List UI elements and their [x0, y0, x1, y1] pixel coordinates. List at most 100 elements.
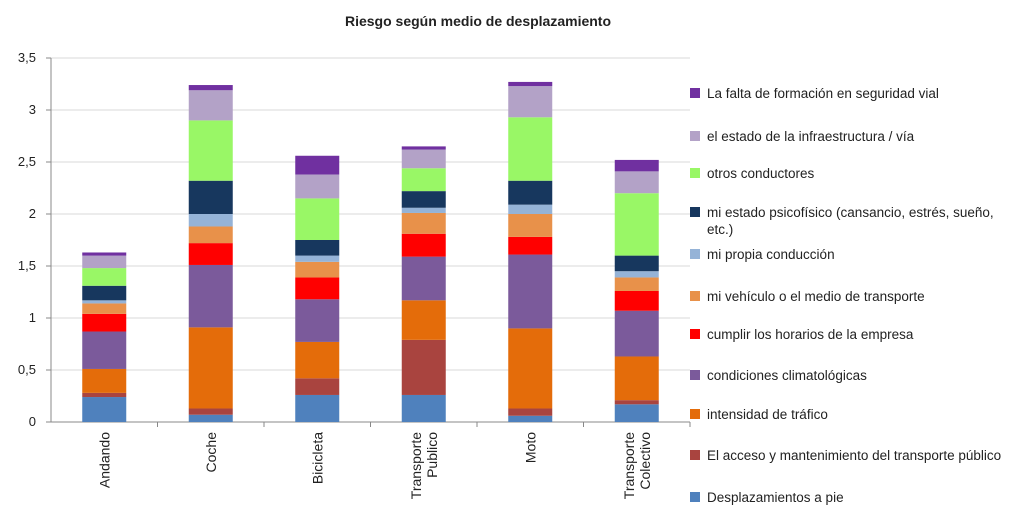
legend-label: mi vehículo o el medio de transporte	[707, 289, 925, 304]
bar-segment	[295, 240, 340, 256]
bar-segment	[401, 339, 446, 395]
bar-segment	[401, 256, 446, 301]
legend-label: El acceso y mantenimiento del transporte…	[707, 448, 1002, 463]
bar-segment	[188, 243, 233, 265]
bar-segment	[508, 408, 553, 416]
x-tick-label: TransportePublico	[408, 432, 440, 499]
y-tick-label: 2	[29, 206, 36, 221]
legend-label: mi estado psicofísico (cansancio, estrés…	[707, 205, 994, 237]
bar-segment	[508, 81, 553, 87]
legend-item: cumplir los horarios de la empresa	[690, 326, 1008, 343]
bar-segment	[614, 404, 659, 422]
legend-label: Desplazamientos a pie	[707, 490, 844, 505]
bar-segment	[82, 285, 127, 301]
bar-segment	[188, 408, 233, 415]
bar-segment	[82, 331, 127, 369]
bar-segment	[82, 252, 127, 256]
bar-segment	[188, 180, 233, 214]
bar-segment	[295, 198, 340, 240]
bar-segment	[614, 290, 659, 311]
bar-segment	[295, 174, 340, 199]
bar-segment	[614, 171, 659, 194]
bar-segment	[508, 328, 553, 409]
y-tick-label: 1,5	[18, 258, 36, 273]
bar-segment	[295, 277, 340, 300]
legend-item: Desplazamientos a pie	[690, 489, 1008, 506]
legend-swatch	[690, 492, 700, 502]
bar-segment	[401, 146, 446, 150]
bar-segment	[508, 236, 553, 255]
bar-segment	[508, 415, 553, 422]
legend-item: mi estado psicofísico (cansancio, estrés…	[690, 204, 1008, 238]
bar-segment	[401, 233, 446, 257]
legend-swatch	[690, 291, 700, 301]
bar-segment	[508, 86, 553, 118]
legend-item: otros conductores	[690, 165, 1008, 182]
legend-swatch	[690, 168, 700, 178]
bar-segment	[295, 394, 340, 422]
legend-item: El acceso y mantenimiento del transporte…	[690, 447, 1008, 464]
y-tick-label: 1	[29, 310, 36, 325]
bar-segment	[508, 214, 553, 237]
legend-swatch	[690, 88, 700, 98]
y-tick-label: 3	[29, 102, 36, 117]
bar-segment	[508, 180, 553, 205]
y-tick-label: 2,5	[18, 154, 36, 169]
x-tick-label: Andando	[96, 432, 112, 488]
bar-segment	[295, 341, 340, 379]
legend-item: La falta de formación en seguridad vial	[690, 85, 1008, 102]
bar-segment	[82, 397, 127, 422]
bar-segment	[508, 204, 553, 214]
bar-segment	[614, 400, 659, 405]
bar-segment	[188, 414, 233, 422]
bar-segment	[82, 303, 127, 314]
chart-title: Riesgo según medio de desplazamiento	[345, 13, 611, 29]
y-tick-label: 3,5	[18, 50, 36, 65]
x-tick-label: Moto	[522, 432, 538, 463]
bar-segment	[82, 300, 127, 304]
bar-segment	[82, 368, 127, 393]
x-tick-label: Coche	[203, 432, 219, 473]
legend-label: condiciones climatológicas	[707, 368, 867, 383]
legend-swatch	[690, 370, 700, 380]
bar-segment	[82, 268, 127, 286]
bar-segment	[188, 214, 233, 227]
bar-segment	[401, 300, 446, 340]
legend-item: el estado de la infraestructura / vía	[690, 128, 1008, 145]
legend-item: condiciones climatológicas	[690, 367, 1008, 384]
bar-segment	[188, 85, 233, 91]
legend-item: intensidad de tráfico	[690, 406, 1008, 423]
y-tick-label: 0	[29, 414, 36, 429]
legend-swatch	[690, 450, 700, 460]
legend-item: mi vehículo o el medio de transporte	[690, 288, 1008, 305]
bar-segment	[188, 226, 233, 244]
legend-label: mi propia conducción	[707, 247, 835, 262]
bar-segment	[401, 207, 446, 213]
bar-segment	[188, 90, 233, 121]
x-tick-label: TransporteColectivo	[621, 432, 653, 499]
legend-label: otros conductores	[707, 166, 815, 181]
legend-label: cumplir los horarios de la empresa	[707, 327, 914, 342]
legend-label: intensidad de tráfico	[707, 407, 828, 422]
bar-segment	[614, 271, 659, 278]
bar-segment	[82, 313, 127, 332]
bar-segment	[401, 394, 446, 422]
bar-segment	[614, 277, 659, 291]
bar-segment	[401, 149, 446, 169]
bar-segment	[508, 254, 553, 329]
bar-segment	[188, 264, 233, 328]
bar-segment	[401, 168, 446, 192]
bar-segment	[295, 299, 340, 342]
legend-item: mi propia conducción	[690, 246, 1008, 263]
y-tick-label: 0,5	[18, 362, 36, 377]
legend-label: La falta de formación en seguridad vial	[707, 86, 939, 101]
bar-segment	[614, 255, 659, 272]
bar-segment	[401, 212, 446, 234]
bar-segment	[82, 255, 127, 269]
bar-segment	[82, 392, 127, 398]
legend-swatch	[690, 329, 700, 339]
bar-segment	[614, 159, 659, 172]
legend-swatch	[690, 207, 700, 217]
